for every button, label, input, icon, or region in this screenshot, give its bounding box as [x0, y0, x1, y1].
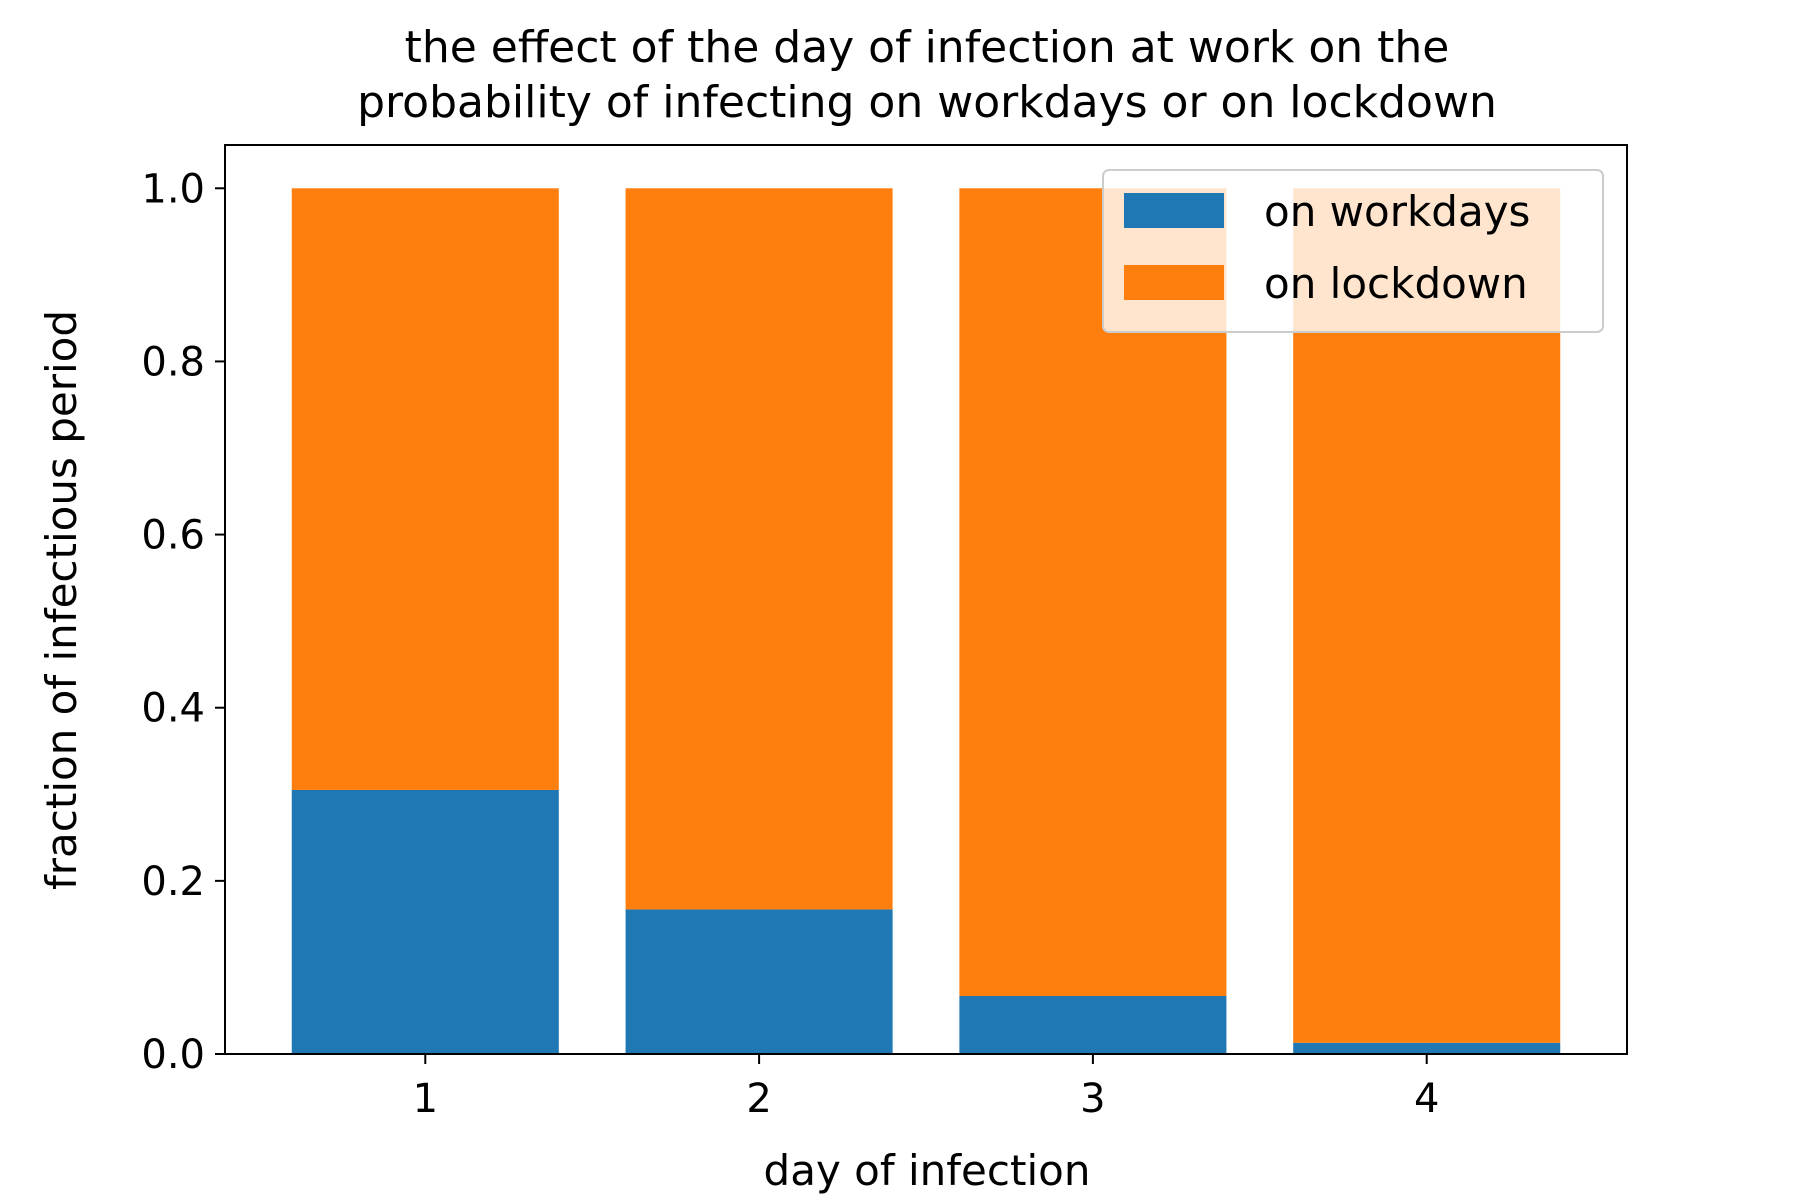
legend-label-on-lockdown: on lockdown [1264, 259, 1528, 308]
plot-frame [224, 144, 1628, 1055]
x-axis: 1 2 3 4 [413, 1054, 1439, 1122]
x-axis-label: day of infection [764, 1146, 1091, 1195]
y-tick-label-3: 0.6 [141, 513, 205, 559]
bar-on-workdays-day-1 [291, 789, 559, 1054]
y-axis-label: fraction of infectious period [37, 310, 86, 890]
legend-label-on-workdays: on workdays [1264, 187, 1530, 236]
y-tick-label-5: 1.0 [141, 166, 205, 212]
legend-swatch-on-lockdown [1124, 265, 1224, 300]
x-tick-label-4: 4 [1414, 1076, 1439, 1122]
chart-title-line-2: probability of infecting on workdays or … [357, 77, 1497, 128]
y-tick-label-1: 0.2 [141, 859, 205, 905]
chart-title-line-1: the effect of the day of infection at wo… [405, 22, 1450, 73]
bar-on-workdays-day-4 [1293, 1042, 1561, 1054]
y-tick-label-2: 0.4 [141, 686, 205, 732]
x-tick-label-3: 3 [1080, 1076, 1105, 1122]
bar-on-lockdown-day-2 [625, 188, 893, 910]
bar-on-workdays-day-3 [959, 996, 1227, 1054]
y-tick-label-0: 0.0 [141, 1032, 205, 1078]
x-tick-label-2: 2 [746, 1076, 771, 1122]
legend: on workdays on lockdown [1102, 169, 1604, 333]
x-tick-label-1: 1 [413, 1076, 438, 1122]
bar-on-workdays-day-2 [625, 909, 893, 1054]
bars-layer [291, 188, 1561, 1054]
legend-frame [1102, 169, 1604, 333]
y-axis: 0.0 0.2 0.4 0.6 0.8 1.0 [141, 166, 225, 1078]
bar-on-lockdown-day-1 [291, 188, 559, 790]
legend-swatch-on-workdays [1124, 193, 1224, 228]
y-tick-label-4: 0.8 [141, 339, 205, 385]
